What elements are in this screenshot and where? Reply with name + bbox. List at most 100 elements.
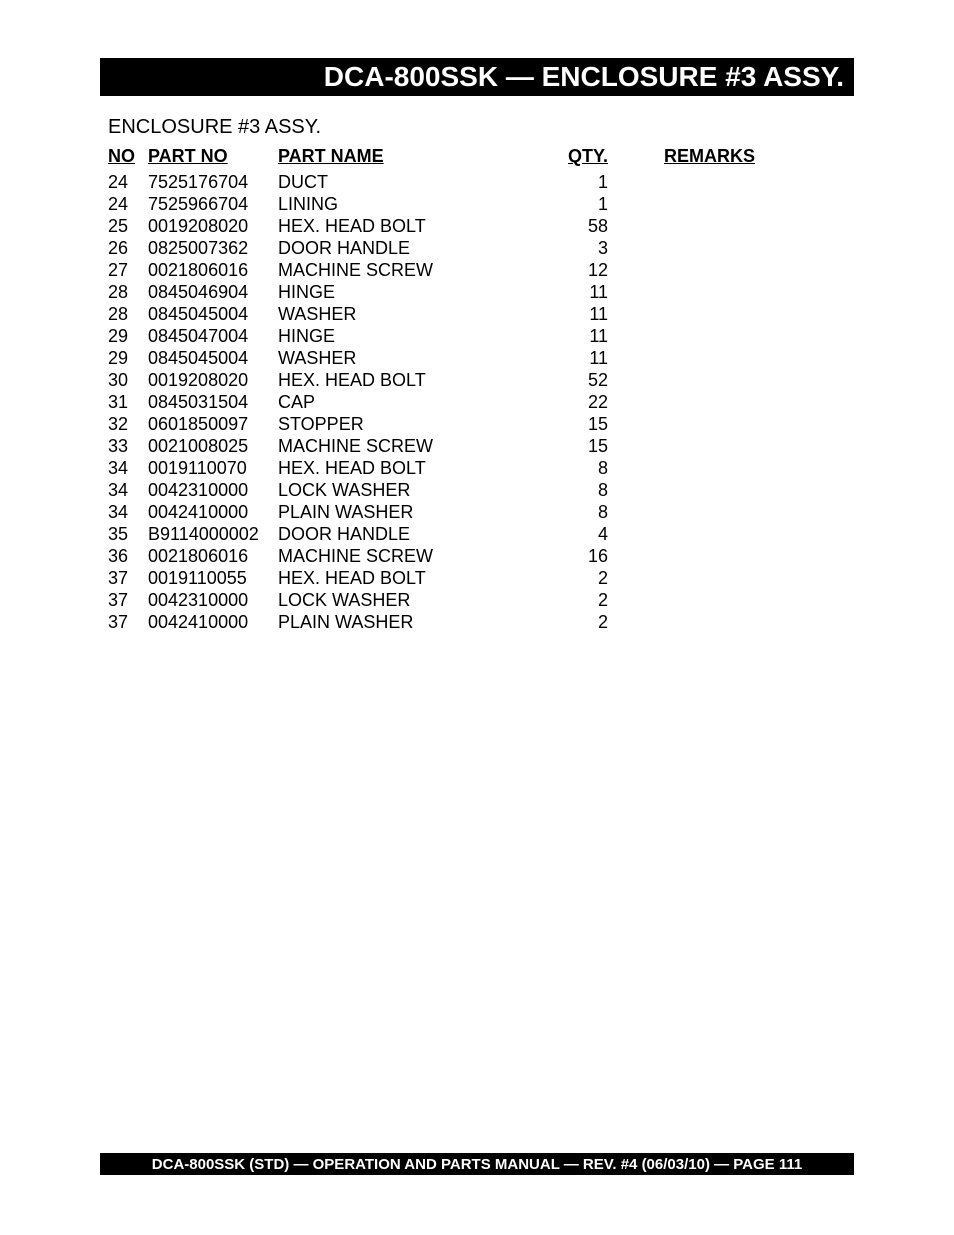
cell-qty: 2 <box>568 590 608 611</box>
cell-no: 27 <box>108 260 148 281</box>
cell-partno: 0042310000 <box>148 480 278 501</box>
cell-name: HEX. HEAD BOLT <box>278 458 568 479</box>
table-row: 247525176704DUCT1 <box>108 172 844 194</box>
cell-qty: 4 <box>568 524 608 545</box>
title-bar: DCA-800SSK — ENCLOSURE #3 ASSY. <box>100 58 854 96</box>
cell-partno: B9114000002 <box>148 524 278 545</box>
cell-name: STOPPER <box>278 414 568 435</box>
cell-qty: 1 <box>568 172 608 193</box>
table-row: 340042310000LOCK WASHER8 <box>108 480 844 502</box>
footer-bar: DCA-800SSK (STD) — OPERATION AND PARTS M… <box>100 1153 854 1175</box>
cell-name: LOCK WASHER <box>278 480 568 501</box>
col-header-partno: PART NO <box>148 146 278 167</box>
cell-name: MACHINE SCREW <box>278 436 568 457</box>
cell-partno: 0021806016 <box>148 260 278 281</box>
cell-partno: 0845045004 <box>148 348 278 369</box>
cell-qty: 22 <box>568 392 608 413</box>
footer-text: DCA-800SSK (STD) — OPERATION AND PARTS M… <box>152 1156 802 1173</box>
section-subtitle: ENCLOSURE #3 ASSY. <box>108 116 321 139</box>
table-row: 300019208020HEX. HEAD BOLT52 <box>108 370 844 392</box>
cell-no: 34 <box>108 502 148 523</box>
cell-partno: 0019110070 <box>148 458 278 479</box>
table-row: 330021008025MACHINE SCREW15 <box>108 436 844 458</box>
table-row: 370042310000LOCK WASHER2 <box>108 590 844 612</box>
table-row: 340042410000PLAIN WASHER8 <box>108 502 844 524</box>
cell-qty: 11 <box>568 282 608 303</box>
cell-name: WASHER <box>278 348 568 369</box>
cell-partno: 0019208020 <box>148 216 278 237</box>
cell-qty: 3 <box>568 238 608 259</box>
cell-qty: 58 <box>568 216 608 237</box>
table-row: 310845031504CAP22 <box>108 392 844 414</box>
cell-name: PLAIN WASHER <box>278 612 568 633</box>
cell-name: HEX. HEAD BOLT <box>278 216 568 237</box>
table-row: 260825007362DOOR HANDLE3 <box>108 238 844 260</box>
col-header-remarks: REMARKS <box>608 146 844 167</box>
table-row: 280845046904HINGE11 <box>108 282 844 304</box>
cell-partno: 7525966704 <box>148 194 278 215</box>
cell-no: 28 <box>108 282 148 303</box>
cell-qty: 15 <box>568 414 608 435</box>
cell-name: PLAIN WASHER <box>278 502 568 523</box>
cell-partno: 0019208020 <box>148 370 278 391</box>
cell-no: 37 <box>108 568 148 589</box>
cell-no: 37 <box>108 612 148 633</box>
table-row: 370042410000PLAIN WASHER2 <box>108 612 844 634</box>
cell-name: HEX. HEAD BOLT <box>278 568 568 589</box>
cell-no: 29 <box>108 326 148 347</box>
cell-no: 37 <box>108 590 148 611</box>
cell-qty: 16 <box>568 546 608 567</box>
cell-name: DOOR HANDLE <box>278 524 568 545</box>
cell-partno: 0042310000 <box>148 590 278 611</box>
cell-qty: 8 <box>568 458 608 479</box>
cell-qty: 11 <box>568 304 608 325</box>
cell-partno: 0021008025 <box>148 436 278 457</box>
cell-name: WASHER <box>278 304 568 325</box>
cell-partno: 0845045004 <box>148 304 278 325</box>
cell-no: 24 <box>108 172 148 193</box>
table-row: 370019110055HEX. HEAD BOLT2 <box>108 568 844 590</box>
cell-partno: 0845031504 <box>148 392 278 413</box>
table-row: 290845045004WASHER11 <box>108 348 844 370</box>
cell-no: 24 <box>108 194 148 215</box>
col-header-no: NO <box>108 146 148 167</box>
cell-no: 28 <box>108 304 148 325</box>
cell-name: HINGE <box>278 282 568 303</box>
cell-partno: 0601850097 <box>148 414 278 435</box>
cell-no: 33 <box>108 436 148 457</box>
cell-name: DUCT <box>278 172 568 193</box>
cell-partno: 0019110055 <box>148 568 278 589</box>
cell-no: 26 <box>108 238 148 259</box>
table-row: 320601850097STOPPER15 <box>108 414 844 436</box>
cell-qty: 52 <box>568 370 608 391</box>
table-row: 250019208020HEX. HEAD BOLT58 <box>108 216 844 238</box>
cell-no: 32 <box>108 414 148 435</box>
table-row: 290845047004HINGE11 <box>108 326 844 348</box>
cell-partno: 0825007362 <box>148 238 278 259</box>
cell-no: 31 <box>108 392 148 413</box>
col-header-qty: QTY. <box>568 146 608 167</box>
cell-name: LOCK WASHER <box>278 590 568 611</box>
table-header-row: NO PART NO PART NAME QTY. REMARKS <box>108 146 844 172</box>
cell-partno: 0845046904 <box>148 282 278 303</box>
cell-name: LINING <box>278 194 568 215</box>
page-title: DCA-800SSK — ENCLOSURE #3 ASSY. <box>324 61 844 93</box>
cell-qty: 8 <box>568 480 608 501</box>
cell-name: MACHINE SCREW <box>278 546 568 567</box>
cell-qty: 11 <box>568 348 608 369</box>
cell-no: 29 <box>108 348 148 369</box>
cell-name: MACHINE SCREW <box>278 260 568 281</box>
table-row: 247525966704LINING1 <box>108 194 844 216</box>
table-row: 35B9114000002DOOR HANDLE4 <box>108 524 844 546</box>
cell-qty: 8 <box>568 502 608 523</box>
cell-qty: 11 <box>568 326 608 347</box>
cell-partno: 0042410000 <box>148 612 278 633</box>
table-row: 270021806016MACHINE SCREW12 <box>108 260 844 282</box>
cell-qty: 12 <box>568 260 608 281</box>
cell-qty: 2 <box>568 568 608 589</box>
table-row: 340019110070HEX. HEAD BOLT8 <box>108 458 844 480</box>
cell-partno: 0845047004 <box>148 326 278 347</box>
cell-name: HINGE <box>278 326 568 347</box>
cell-partno: 0021806016 <box>148 546 278 567</box>
cell-name: DOOR HANDLE <box>278 238 568 259</box>
